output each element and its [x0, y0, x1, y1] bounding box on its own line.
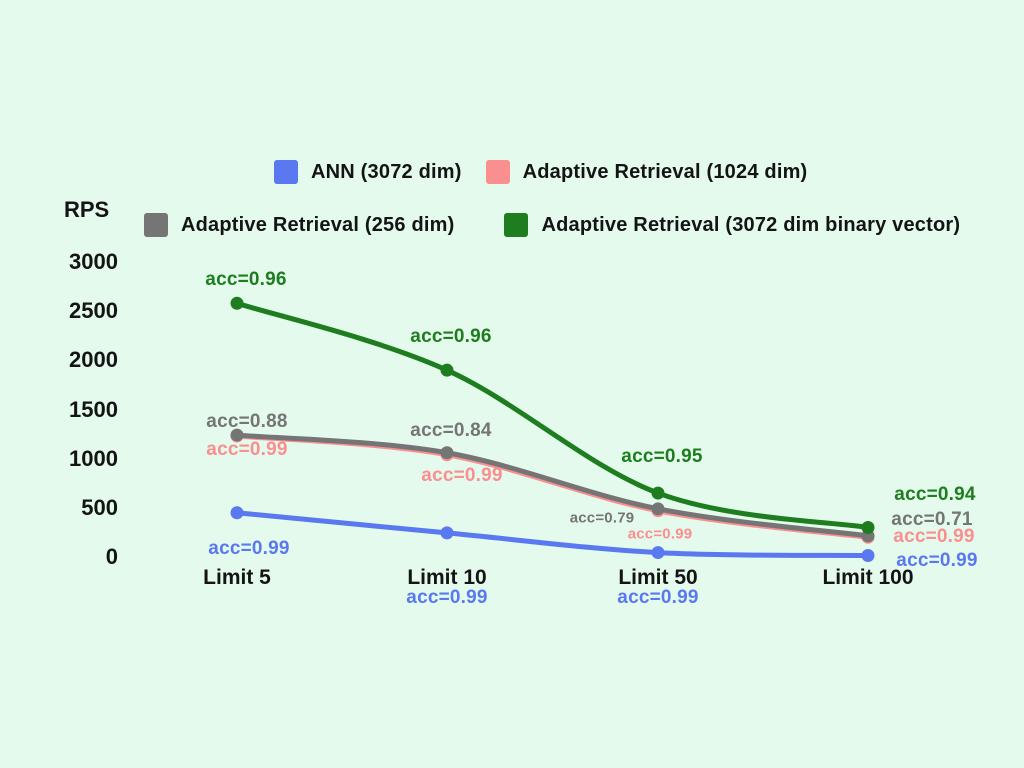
data-point [440, 446, 454, 460]
data-point [230, 428, 244, 442]
accuracy-annotation: acc=0.99 [893, 526, 975, 548]
accuracy-annotation: acc=0.99 [206, 439, 288, 461]
y-tick-label: 1000 [69, 445, 118, 471]
accuracy-annotation: acc=0.99 [617, 586, 699, 608]
legend-swatch-icon [274, 160, 298, 184]
accuracy-annotation: acc=0.99 [896, 549, 978, 571]
accuracy-annotation: acc=0.96 [410, 326, 492, 348]
legend-label: Adaptive Retrieval (1024 dim) [522, 160, 808, 183]
accuracy-annotation: acc=0.99 [208, 537, 290, 559]
y-axis-title: RPS [64, 197, 110, 222]
legend-swatch-icon [485, 160, 510, 184]
data-point [230, 296, 244, 310]
accuracy-annotation: acc=0.84 [410, 419, 492, 441]
series-line [234, 300, 871, 530]
series-line [234, 510, 871, 559]
legend-swatch-icon [504, 213, 529, 237]
data-point [861, 549, 875, 563]
legend-item: ANN (3072 dim) [274, 160, 462, 184]
y-tick-label: 500 [81, 494, 118, 520]
accuracy-annotation: acc=0.79 [569, 509, 635, 527]
legend-label: Adaptive Retrieval (3072 dim binary vect… [541, 213, 961, 236]
legend-swatch-icon [144, 213, 168, 237]
legend-row: Adaptive Retrieval (256 dim) Adaptive Ret… [144, 213, 960, 237]
legend-label: Adaptive Retrieval (256 dim) [181, 213, 455, 236]
accuracy-annotation: acc=0.94 [894, 483, 976, 505]
data-point [230, 506, 244, 520]
accuracy-annotation: acc=0.88 [206, 411, 288, 433]
y-tick-label: 3000 [69, 249, 118, 274]
accuracy-annotation: acc=0.99 [421, 464, 503, 486]
x-tick-label: Limit 10 [407, 566, 487, 589]
accuracy-annotation: acc=0.95 [621, 446, 703, 468]
legend-item: Adaptive Retrieval (3072 dim binary vect… [504, 213, 960, 237]
accuracy-annotation: acc=0.71 [891, 508, 973, 530]
accuracy-annotation: acc=0.99 [627, 525, 693, 543]
y-tick-label: 2500 [69, 298, 118, 324]
data-point [440, 363, 454, 377]
accuracy-annotation: acc=0.99 [406, 586, 488, 608]
data-point [651, 502, 665, 516]
x-tick-label: Limit 100 [822, 566, 914, 589]
legend-row: ANN (3072 dim) Adaptive Retrieval (1024 d… [274, 160, 807, 184]
y-tick-label: 0 [105, 544, 118, 569]
data-point [440, 526, 454, 540]
legend-item: Adaptive Retrieval (1024 dim) [485, 160, 808, 184]
data-point [651, 486, 665, 500]
y-tick-label: 1500 [69, 396, 118, 422]
series-line [234, 432, 871, 539]
y-tick-label: 2000 [69, 347, 118, 373]
legend-item: Adaptive Retrieval (256 dim) [144, 213, 454, 237]
data-point [861, 521, 875, 534]
x-tick-label: Limit 5 [203, 566, 271, 589]
data-point [651, 546, 665, 560]
x-tick-label: Limit 50 [618, 566, 698, 589]
legend-label: ANN (3072 dim) [311, 160, 462, 183]
accuracy-annotation: acc=0.96 [205, 269, 287, 291]
